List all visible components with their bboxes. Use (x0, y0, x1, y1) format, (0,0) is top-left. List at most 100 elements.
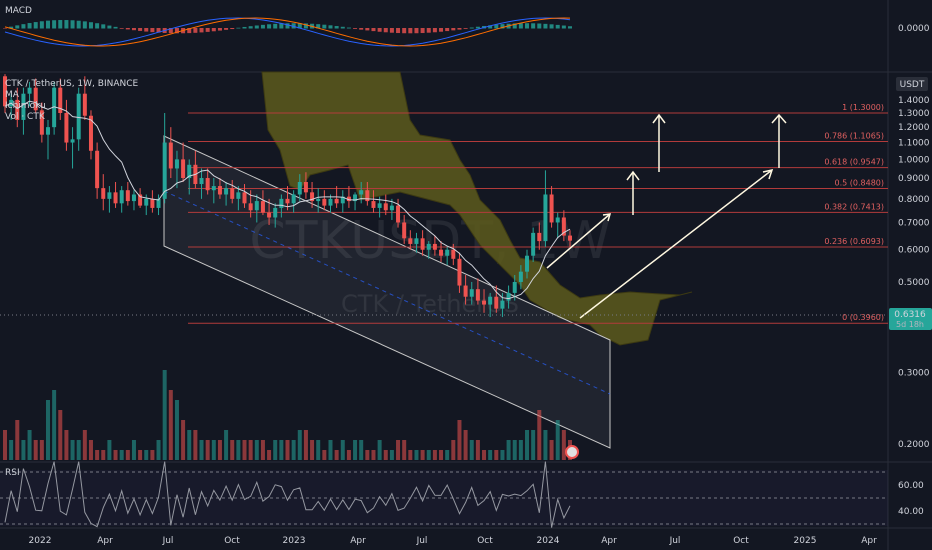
indicator-ma[interactable]: MA (5, 90, 20, 100)
volume-bar (162, 370, 167, 460)
macd-histogram-bar (144, 28, 149, 32)
candle-body (101, 188, 106, 199)
candle-body (561, 217, 566, 236)
volume-bar (420, 450, 425, 460)
rsi-pane: 60.00 40.00 (0, 461, 924, 528)
macd-histogram-bar (58, 20, 63, 29)
macd-histogram-bar (242, 26, 247, 29)
candle-body (260, 201, 265, 213)
time-axis-tick: 2022 (29, 536, 52, 546)
volume-bar (475, 440, 480, 460)
candle-body (82, 93, 87, 116)
macd-pane: 0.0000 (3, 17, 930, 47)
rsi-label[interactable]: RSI (5, 468, 20, 478)
macd-histogram-bar (199, 28, 204, 33)
volume-bar (316, 440, 321, 460)
indicator-volume[interactable]: Vol · CTK (5, 112, 46, 122)
flag-icon[interactable] (565, 445, 579, 459)
candle-body (236, 192, 241, 199)
candle-body (113, 192, 118, 204)
candle-body (451, 249, 456, 259)
arrow-head-3 (652, 113, 666, 124)
volume-bar (445, 450, 450, 460)
volume-bar (365, 450, 370, 460)
time-axis-tick: 2024 (537, 536, 560, 546)
volume-bar (113, 450, 118, 460)
macd-histogram-bar (279, 23, 284, 29)
macd-histogram-bar (230, 28, 235, 30)
volume-bar (156, 440, 161, 460)
candle-body (531, 232, 536, 256)
macd-histogram-bar (187, 28, 192, 34)
candle-body (199, 178, 204, 185)
candle-body (217, 186, 222, 195)
arrow-head-1 (602, 213, 612, 222)
volume-bar (125, 450, 130, 460)
price-axis-tick: 1.0000 (898, 155, 930, 165)
volume-bar (242, 440, 247, 460)
volume-bar (414, 450, 419, 460)
fib-level-label: 0.236 (0.6093) (824, 237, 884, 246)
macd-histogram-bar (469, 27, 474, 29)
candle-body (469, 289, 474, 297)
volume-bar (549, 440, 554, 460)
macd-histogram-bar (494, 24, 499, 29)
volume-bar (211, 440, 216, 460)
volume-bar (303, 430, 308, 460)
volume-bar (88, 440, 93, 460)
volume-bar (402, 440, 407, 460)
indicator-ichimoku[interactable]: Ichimoku (5, 101, 46, 111)
rsi-axis-tick: 40.00 (898, 507, 924, 517)
macd-histogram-bar (156, 28, 161, 33)
macd-histogram-bar (555, 24, 560, 29)
volume-bar (334, 450, 339, 460)
macd-histogram-bar (138, 28, 143, 31)
macd-histogram-bar (396, 28, 401, 34)
macd-histogram-bar (168, 28, 173, 34)
candle-body (439, 249, 444, 256)
macd-histogram-bar (408, 28, 413, 34)
volume-bar (144, 450, 149, 460)
macd-histogram-bar (248, 26, 253, 29)
currency-badge-bg[interactable] (896, 77, 928, 91)
moving-average (4, 100, 571, 300)
candle-body (162, 142, 167, 199)
volume-bar (273, 440, 278, 460)
macd-histogram-bar (82, 21, 87, 29)
macd-axis-tick: 0.0000 (898, 24, 930, 34)
macd-histogram-bar (512, 23, 517, 29)
candle-body (346, 196, 351, 202)
symbol-title[interactable]: CTK / TetherUS, 1W, BINANCE (5, 79, 139, 89)
time-axis[interactable]: 2022 Apr Jul Oct 2023 Apr Jul Oct 2024 Apr Jul Oct 2… (29, 536, 878, 546)
macd-histogram-bar (377, 28, 382, 32)
volume-bar (58, 410, 63, 460)
volume-bar (297, 430, 302, 460)
candle-body (512, 281, 517, 293)
macd-histogram-bar (267, 24, 272, 29)
macd-histogram-bar (420, 28, 425, 34)
macd-histogram-bar (561, 25, 566, 29)
volume-bar (279, 440, 284, 460)
macd-histogram-bar (70, 20, 75, 29)
time-axis-tick: 2025 (794, 536, 817, 546)
price-badge-bg (889, 308, 932, 330)
candle-body (525, 255, 530, 272)
macd-histogram-bar (39, 21, 44, 29)
volume-bar (236, 440, 241, 460)
candle-body (15, 99, 20, 120)
volume-bar (439, 450, 444, 460)
candle-body (33, 87, 38, 111)
volume-bar (531, 430, 536, 460)
candle-body (568, 235, 572, 241)
macd-label[interactable]: MACD (5, 6, 32, 16)
candle-body (168, 142, 173, 169)
macd-histogram-bar (463, 28, 468, 29)
volume-bar (359, 440, 364, 460)
fibonacci-retracement[interactable]: 1 (1.3000) 0.786 (1.1065) 0.618 (0.9547) 0.… (188, 103, 888, 324)
volume-bar (377, 440, 382, 460)
candle-body (518, 271, 523, 282)
macd-histogram-bar (113, 26, 118, 29)
volume-bar (138, 450, 143, 460)
fib-level-label: 0.786 (1.1065) (824, 131, 884, 140)
